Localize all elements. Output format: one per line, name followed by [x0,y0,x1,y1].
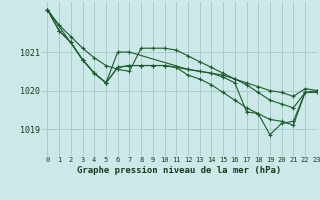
X-axis label: Graphe pression niveau de la mer (hPa): Graphe pression niveau de la mer (hPa) [77,166,281,175]
